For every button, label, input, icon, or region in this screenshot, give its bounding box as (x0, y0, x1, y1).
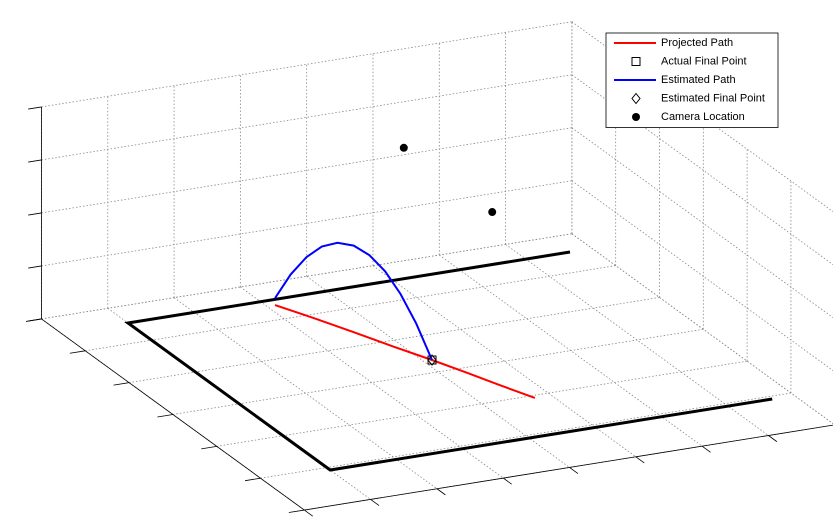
data-line (274, 304, 536, 399)
grid-line (571, 180, 833, 372)
tick-mark (370, 499, 380, 506)
legend-swatch (631, 92, 641, 105)
axis-line (304, 424, 833, 511)
tick-mark (28, 265, 42, 269)
tick-mark (569, 467, 579, 474)
axis-line (41, 318, 305, 511)
diamond-marker (427, 354, 437, 366)
tick-mark (436, 488, 446, 496)
tick-mark (28, 318, 42, 322)
legend-label: Estimated Final Point (661, 92, 765, 104)
tick-mark (69, 350, 86, 354)
grid-line (216, 360, 748, 447)
tick-mark (304, 509, 314, 517)
grid-line (571, 74, 833, 266)
grid-line (41, 74, 572, 161)
tick-mark (503, 477, 512, 485)
legend-swatch (632, 113, 640, 121)
tick-mark (768, 435, 778, 442)
court-outline (124, 250, 773, 472)
grid-line (571, 233, 833, 425)
tick-mark (113, 382, 130, 386)
grid-line (85, 265, 616, 352)
data-line (274, 241, 433, 361)
legend-label: Camera Location (661, 111, 745, 123)
grid-line (372, 265, 637, 458)
grid-line (172, 328, 704, 415)
grid-line (240, 286, 504, 479)
grid-line (41, 180, 572, 267)
legend-label: Actual Final Point (661, 55, 747, 67)
tick-mark (28, 212, 42, 216)
tick-mark (288, 509, 305, 513)
tick-mark (157, 414, 173, 418)
tick-mark (201, 445, 217, 450)
grid-line (571, 127, 833, 319)
tick-mark (701, 445, 711, 453)
grid-line (260, 392, 791, 479)
dot-marker (488, 208, 497, 217)
dot-marker (399, 143, 408, 152)
grid-line (306, 276, 570, 468)
tick-mark (28, 159, 42, 163)
tick-mark (244, 477, 261, 482)
tick-mark (28, 106, 42, 110)
legend-label: Projected Path (661, 37, 733, 49)
legend-swatch (631, 57, 641, 66)
tick-mark (635, 456, 645, 464)
grid-line (41, 233, 572, 320)
legend-label: Estimated Path (661, 74, 736, 86)
